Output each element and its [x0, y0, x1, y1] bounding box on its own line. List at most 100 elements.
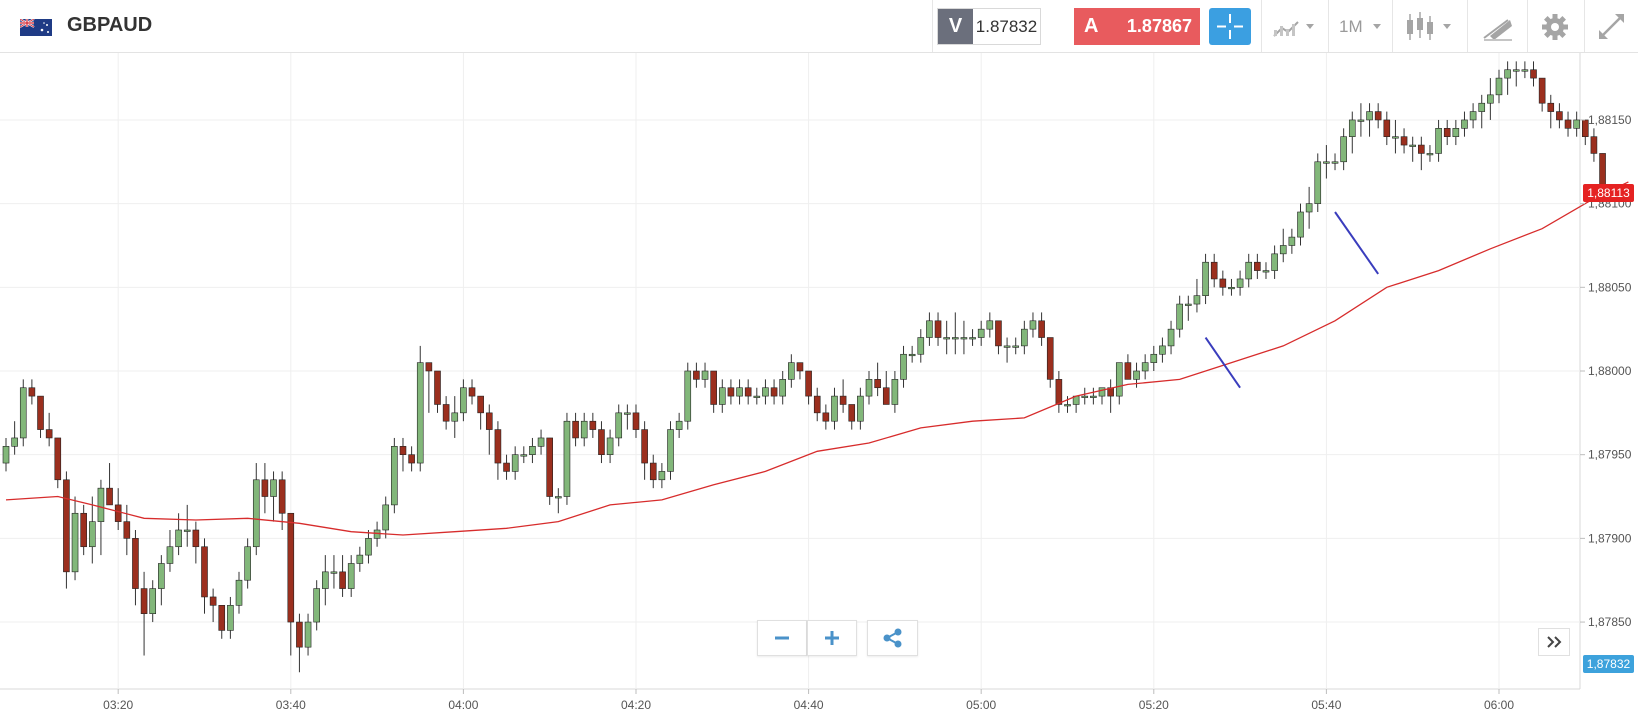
- candle-body: [1159, 345, 1166, 355]
- candle-body: [511, 454, 519, 472]
- candle-body: [701, 370, 709, 380]
- candle-body: [1426, 153, 1434, 156]
- candle-body: [1297, 211, 1304, 238]
- candle-body: [1279, 245, 1287, 255]
- candle-body: [1348, 119, 1356, 137]
- candle-body: [788, 362, 795, 380]
- candle-body: [1245, 261, 1253, 280]
- candle-body: [37, 395, 44, 430]
- candle-body: [986, 320, 994, 330]
- candle-body: [822, 412, 830, 422]
- candle-body: [261, 479, 269, 497]
- candle-body: [1176, 303, 1183, 330]
- candle-body: [615, 412, 623, 439]
- candle-body: [494, 429, 502, 464]
- candle-body: [1392, 136, 1399, 139]
- candle-body: [1538, 77, 1546, 104]
- candle-body: [1573, 119, 1580, 129]
- scroll-to-latest-button[interactable]: [1538, 628, 1570, 656]
- candle-body: [1590, 136, 1598, 154]
- double-chevron-right-icon: [1547, 636, 1562, 648]
- candle-body: [1064, 404, 1071, 407]
- trendlines: [1204, 211, 1379, 389]
- share-icon: [883, 628, 902, 648]
- bid-price-box[interactable]: V 1.87832: [937, 8, 1041, 45]
- candle-body: [658, 471, 666, 481]
- candle-body: [1305, 203, 1313, 213]
- candle-body: [399, 446, 407, 455]
- settings-button[interactable]: [1528, 0, 1583, 53]
- trendline: [1334, 211, 1379, 275]
- price-chart[interactable]: 1,881501,881001,880501,880001,879501,879…: [0, 53, 1638, 728]
- trendline: [1204, 336, 1241, 389]
- candle-body: [2, 446, 10, 464]
- candle-body: [460, 387, 467, 414]
- minus-icon: [775, 636, 789, 640]
- share-button[interactable]: [867, 620, 918, 656]
- candle-body: [1271, 253, 1278, 271]
- candle-body: [727, 387, 735, 397]
- candle-body: [278, 479, 286, 514]
- candle-style-dropdown[interactable]: [1393, 0, 1466, 53]
- candle-body: [192, 529, 200, 548]
- candle-body: [572, 420, 579, 439]
- candle-body: [80, 512, 87, 548]
- fullscreen-button[interactable]: [1585, 0, 1638, 53]
- candle-body: [1530, 69, 1537, 79]
- toolbar-divider: [1328, 0, 1329, 52]
- candle-body: [848, 404, 856, 422]
- candle-body: [201, 546, 208, 598]
- candle-body: [675, 420, 683, 430]
- last-price-tag: 1,88113: [1583, 184, 1634, 202]
- candle-body: [891, 379, 899, 405]
- candle-body: [969, 337, 976, 340]
- chart-type-dropdown[interactable]: [1262, 0, 1327, 53]
- timeframe-dropdown[interactable]: 1M: [1329, 0, 1391, 53]
- draw-tools-button[interactable]: [1468, 0, 1526, 53]
- candle-body: [425, 362, 433, 372]
- candle-body: [114, 504, 122, 522]
- candle-body: [1599, 153, 1606, 188]
- candle-body: [1228, 287, 1235, 290]
- x-tick-label: 05:40: [1311, 698, 1341, 712]
- candle-body: [839, 395, 847, 405]
- candle-body: [1547, 102, 1555, 112]
- candle-body: [1236, 278, 1244, 288]
- candle-body: [106, 487, 113, 506]
- candle-body: [71, 512, 79, 573]
- candle-body: [1418, 144, 1425, 154]
- candle-body: [589, 420, 597, 430]
- candle-body: [563, 420, 571, 497]
- candle-body: [641, 429, 648, 464]
- candle-body: [718, 387, 726, 405]
- crosshair-button[interactable]: [1209, 8, 1251, 45]
- candle-body: [1202, 261, 1209, 296]
- candle-body: [934, 320, 942, 338]
- bid-value: 1.87832: [975, 17, 1038, 36]
- candle-body: [1323, 161, 1330, 164]
- zoom-controls: [757, 620, 918, 656]
- candle-body: [874, 379, 881, 389]
- x-tick-label: 05:20: [1139, 698, 1169, 712]
- candle-body: [684, 370, 692, 422]
- x-tick-label: 03:40: [276, 698, 306, 712]
- zoom-out-button[interactable]: [757, 620, 807, 656]
- zoom-in-button[interactable]: [807, 620, 857, 656]
- candle-body: [1115, 362, 1123, 397]
- candle-body: [451, 412, 459, 422]
- candle-body: [1288, 236, 1296, 246]
- candle-body: [166, 546, 174, 564]
- candle-body: [1003, 345, 1011, 348]
- crosshair-icon: [1217, 14, 1243, 39]
- candle-body: [158, 563, 165, 589]
- candle-body: [1219, 278, 1227, 288]
- line-chart-icon: [1273, 21, 1314, 37]
- y-tick-label: 1,88000: [1588, 364, 1632, 378]
- candle-body: [1504, 69, 1511, 79]
- ask-price-box[interactable]: A 1.87867: [1074, 8, 1200, 45]
- candle-body: [865, 379, 873, 397]
- candle-body: [744, 387, 752, 397]
- candle-body: [54, 437, 62, 481]
- candle-body: [529, 446, 536, 455]
- candle-body: [857, 395, 864, 422]
